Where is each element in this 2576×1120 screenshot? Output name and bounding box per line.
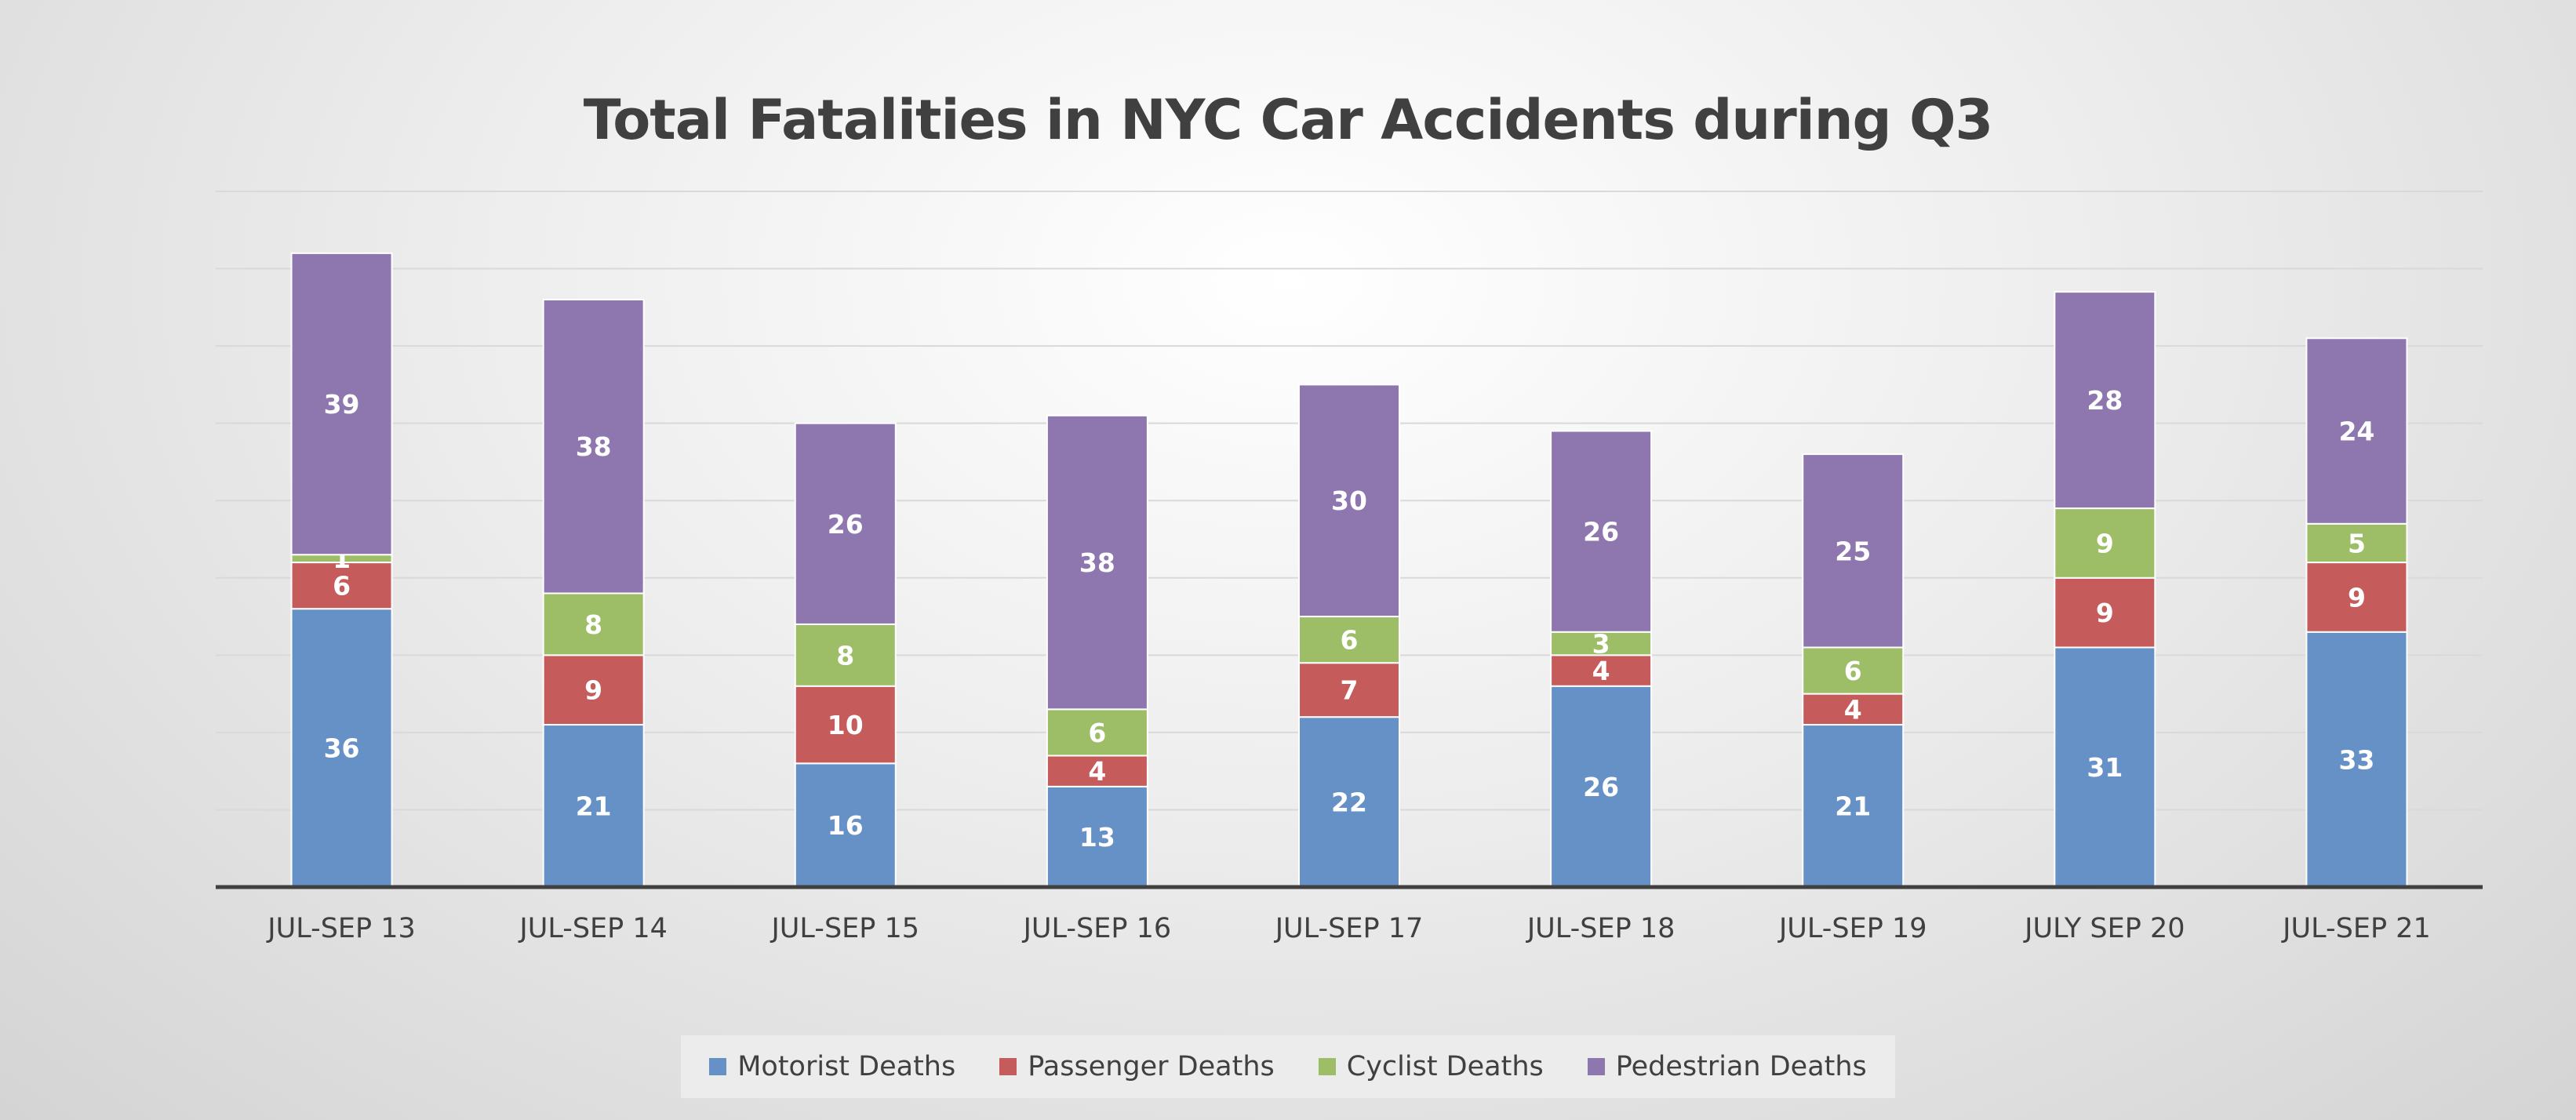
bar-segment (2305, 337, 2408, 525)
bar-segment (542, 298, 645, 595)
data-label: 30 (1331, 485, 1367, 516)
legend-swatch (1587, 1058, 1605, 1075)
data-label: 28 (2087, 385, 2123, 416)
x-tick-label: JUL-SEP 17 (1274, 913, 1424, 944)
data-label: 6 (1341, 625, 1359, 656)
bar-segment (1298, 616, 1400, 664)
bar-segment (1046, 708, 1148, 757)
data-label: 8 (836, 640, 854, 671)
x-tick-label: JUL-SEP 15 (770, 913, 919, 944)
data-label: 21 (576, 791, 612, 822)
data-label: 4 (1844, 694, 1862, 725)
legend-item: Motorist Deaths (709, 1051, 955, 1082)
legend-label: Cyclist Deaths (1346, 1051, 1544, 1082)
data-label: 26 (1583, 772, 1619, 802)
bar-segment (1550, 631, 1653, 656)
data-label: 13 (1079, 822, 1115, 853)
data-label: 9 (2096, 528, 2114, 558)
bar-segment (1802, 646, 1905, 695)
x-tick-label: JUL-SEP 13 (266, 913, 416, 944)
data-label: 7 (1341, 675, 1359, 706)
data-label: 38 (576, 431, 612, 462)
bar-segment (1550, 685, 1653, 888)
x-tick-label: JUL-SEP 18 (1526, 913, 1675, 944)
bar-segment (1046, 785, 1148, 889)
bar-segment (542, 724, 645, 888)
x-tick-label: JUL-SEP 21 (2281, 913, 2431, 944)
legend-swatch (999, 1058, 1017, 1075)
x-tick-label: JUL-SEP 19 (1777, 913, 1927, 944)
bar-segment (2054, 291, 2156, 510)
data-label: 39 (324, 389, 360, 420)
data-label: 33 (2338, 744, 2374, 775)
data-label: 22 (1331, 787, 1367, 818)
chart-legend: Motorist Deaths Passenger Deaths Cyclist D… (681, 1035, 1895, 1098)
bar-segment (794, 685, 897, 765)
x-tick-label: JUL-SEP 14 (518, 913, 668, 944)
x-tick-label: JULY SEP 20 (2023, 913, 2185, 944)
bar-segment (2054, 646, 2156, 888)
bar-segment (290, 252, 393, 556)
data-label: 9 (584, 675, 602, 706)
bar-segment (1298, 384, 1400, 618)
bar-segment (2305, 562, 2408, 633)
bar-segment (2054, 507, 2156, 579)
bar-segment (1298, 662, 1400, 718)
data-label: 36 (324, 733, 360, 764)
bar-segment (1046, 414, 1148, 711)
data-label: 5 (2348, 528, 2366, 558)
bar-segment (1802, 453, 1905, 649)
bar-segment (794, 623, 897, 687)
data-label: 8 (584, 609, 602, 640)
data-label: 6 (1088, 718, 1106, 748)
data-label: 6 (1844, 656, 1862, 686)
bar-segment (2305, 631, 2408, 888)
legend-item: Passenger Deaths (999, 1051, 1275, 1082)
data-label: 25 (1835, 536, 1871, 566)
data-label: 9 (2348, 582, 2366, 613)
legend-swatch (709, 1058, 727, 1075)
bar-segment (290, 608, 393, 888)
data-label: 38 (1079, 547, 1115, 578)
x-tick-label: JUL-SEP 16 (1022, 913, 1172, 944)
chart-title: Total Fatalities in NYC Car Accidents du… (583, 88, 1993, 152)
legend-label: Pedestrian Deaths (1615, 1051, 1867, 1082)
data-label: 4 (1088, 756, 1106, 787)
data-label: 21 (1835, 791, 1871, 822)
legend-label: Motorist Deaths (737, 1051, 956, 1082)
legend-item: Cyclist Deaths (1318, 1051, 1544, 1082)
data-label: 3 (1592, 629, 1610, 660)
legend-label: Passenger Deaths (1028, 1051, 1275, 1082)
bar-segment (794, 762, 897, 888)
bar-segment (794, 422, 897, 625)
legend-item: Pedestrian Deaths (1587, 1051, 1867, 1082)
bar-segment (1550, 430, 1653, 633)
legend-swatch (1318, 1058, 1336, 1075)
bar-segment (2305, 522, 2408, 564)
data-label: 16 (828, 810, 864, 841)
data-label: 31 (2087, 752, 2123, 783)
data-label: 4 (1592, 656, 1610, 686)
bar-segment (1550, 654, 1653, 687)
data-label: 24 (2338, 416, 2374, 447)
data-label: 26 (828, 509, 864, 540)
data-label: 26 (1583, 517, 1619, 547)
data-label: 10 (828, 710, 864, 740)
data-label: 6 (333, 571, 351, 602)
data-label: 9 (2096, 598, 2114, 628)
